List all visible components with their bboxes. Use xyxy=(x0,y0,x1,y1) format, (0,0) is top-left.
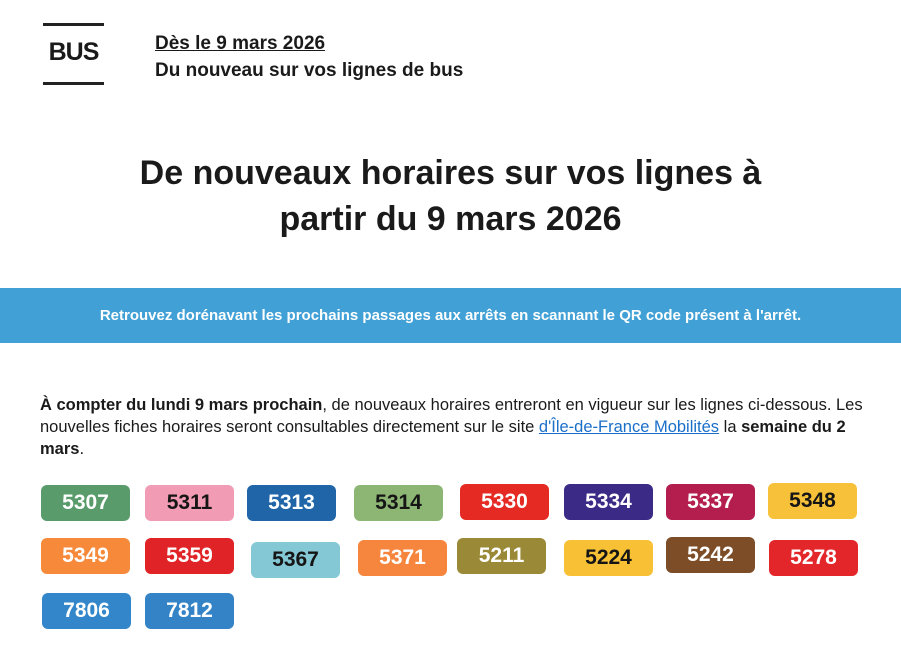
line-badge-5349: 5349 xyxy=(41,538,130,574)
line-badge-7812: 7812 xyxy=(145,593,234,629)
line-badge-5334: 5334 xyxy=(564,484,653,520)
line-badge-5367: 5367 xyxy=(251,542,340,578)
line-badge-5211: 5211 xyxy=(457,538,546,574)
title-line-1: De nouveaux horaires sur vos lignes à xyxy=(139,154,762,192)
line-badge-5242: 5242 xyxy=(666,537,755,573)
intro-paragraph: À compter du lundi 9 mars prochain, de n… xyxy=(40,394,880,460)
line-badge-5314: 5314 xyxy=(354,485,443,521)
title-line-2: partir du 9 mars 2026 xyxy=(279,200,622,238)
info-banner: Retrouvez dorénavant les prochains passa… xyxy=(0,288,901,343)
para-text-3: . xyxy=(79,440,85,458)
banner-text: Retrouvez dorénavant les prochains passa… xyxy=(99,307,802,324)
page-title: De nouveaux horaires sur vos lignes à pa… xyxy=(0,150,901,242)
para-text-2: la xyxy=(719,418,742,436)
para-text-1: , de nouveaux horaires entreront en vigu… xyxy=(40,396,863,436)
line-badge-5311: 5311 xyxy=(145,485,234,521)
line-badge-5348: 5348 xyxy=(768,483,857,519)
logo-bottom-rule xyxy=(43,82,104,85)
line-badge-5224: 5224 xyxy=(564,540,653,576)
logo-top-rule xyxy=(43,23,104,26)
para-bold-1: À compter du lundi 9 mars prochain xyxy=(40,396,323,414)
para-bold-2: semaine du 2 mars xyxy=(40,418,846,458)
idfm-link[interactable]: d'Île-de-France Mobilités xyxy=(538,418,720,436)
header-subtitle: Du nouveau sur vos lignes de bus xyxy=(155,60,464,81)
line-badge-5359: 5359 xyxy=(145,538,234,574)
line-badge-5278: 5278 xyxy=(769,540,858,576)
line-badge-5307: 5307 xyxy=(41,485,130,521)
line-badge-5337: 5337 xyxy=(666,484,755,520)
line-badge-5371: 5371 xyxy=(358,540,447,576)
line-badge-7806: 7806 xyxy=(42,593,131,629)
header-date: Dès le 9 mars 2026 xyxy=(155,33,326,54)
line-badge-5313: 5313 xyxy=(247,485,336,521)
line-badge-5330: 5330 xyxy=(460,484,549,520)
bus-logo: BUS xyxy=(48,38,100,66)
